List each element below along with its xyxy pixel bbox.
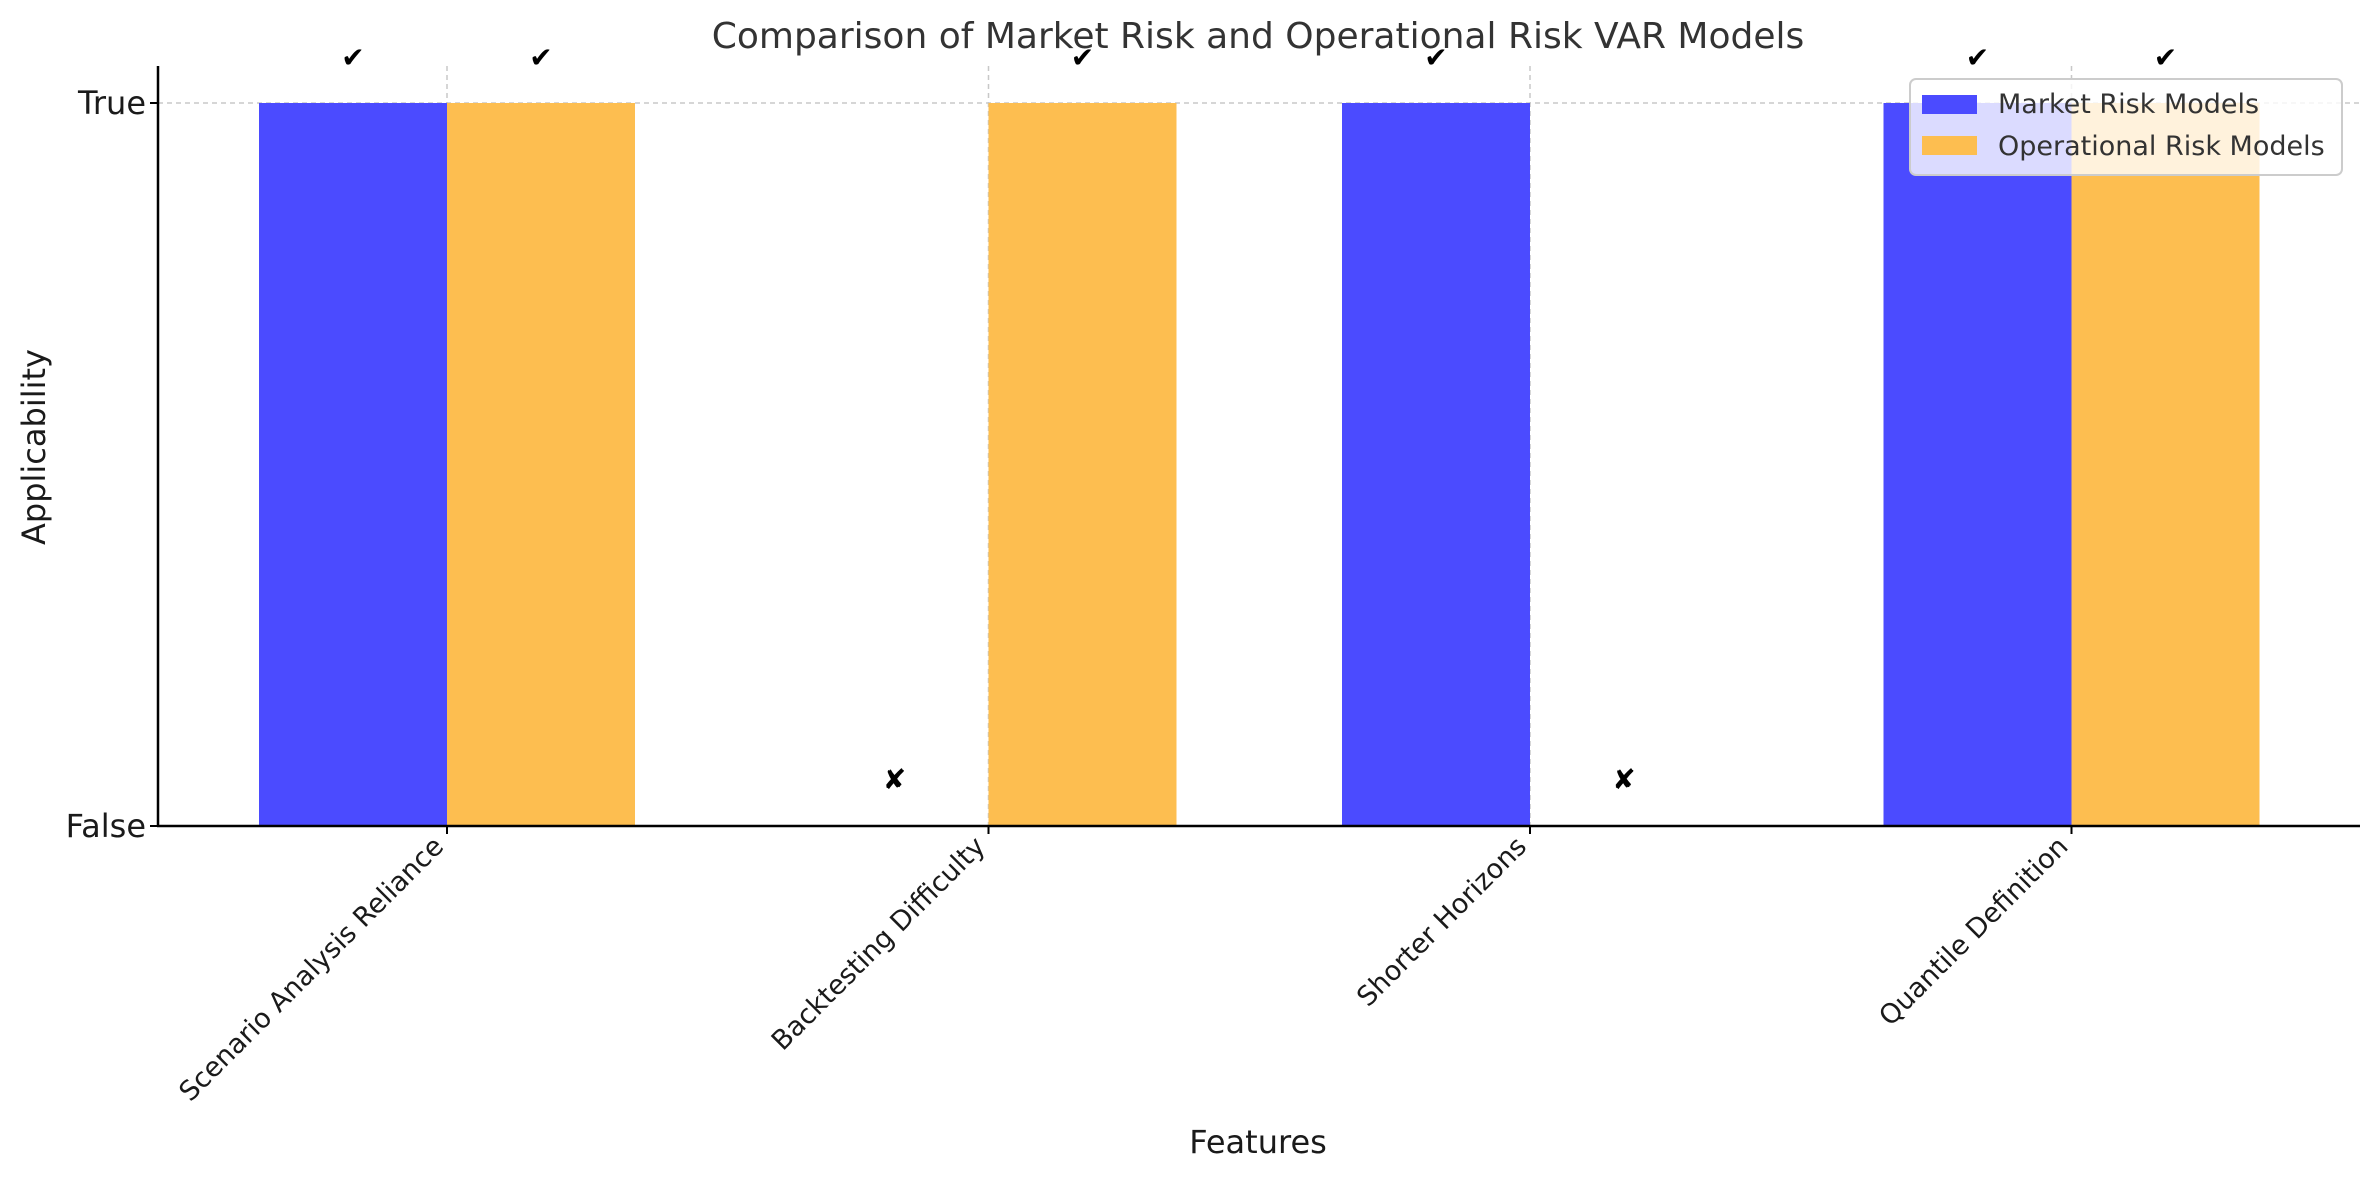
data-marks-layer: ✔ ✔ ✘ ✔ ✔ ✘ ✔ ✔ (341, 41, 2177, 796)
data-mark-market-risk-models-backtesting-difficulty: ✘ (883, 763, 906, 796)
bar-market-risk-models-shorter-horizons (1342, 103, 1530, 826)
bars-layer (259, 103, 2260, 826)
y-axis-label: Applicability (15, 349, 53, 545)
x-tick-label-backtesting-difficulty: Backtesting Difficulty (766, 831, 992, 1057)
bar-market-risk-models-quantile-definition (1883, 103, 2072, 826)
x-axis-label: Features (1189, 1123, 1327, 1161)
x-tick-label-shorter-horizons: Shorter Horizons (1351, 831, 1533, 1013)
y-tick-label-false: False (66, 807, 146, 845)
bar-operational-risk-models-scenario-analysis-reliance (447, 103, 635, 826)
legend-swatch-operational-risk (1922, 136, 1977, 155)
legend: Market Risk Models Operational Risk Mode… (1909, 78, 2343, 176)
data-mark-market-risk-models-shorter-horizons: ✔ (1424, 41, 1447, 74)
legend-swatch-market-risk (1922, 95, 1977, 114)
data-mark-operational-risk-models-scenario-analysis-reliance: ✔ (529, 41, 552, 74)
data-mark-operational-risk-models-shorter-horizons: ✘ (1612, 763, 1635, 796)
x-tick-label-scenario-analysis-reliance: Scenario Analysis Reliance (173, 831, 450, 1108)
y-tick-label-true: True (77, 84, 146, 122)
bar-operational-risk-models-backtesting-difficulty (988, 103, 1177, 826)
data-mark-operational-risk-models-quantile-definition: ✔ (2154, 41, 2177, 74)
legend-label-operational-risk: Operational Risk Models (1998, 131, 2325, 162)
data-mark-market-risk-models-scenario-analysis-reliance: ✔ (341, 41, 364, 74)
data-mark-operational-risk-models-backtesting-difficulty: ✔ (1071, 41, 1094, 74)
legend-frame (1909, 78, 2343, 176)
chart-title: Comparison of Market Risk and Operationa… (712, 16, 1805, 57)
legend-label-market-risk: Market Risk Models (1998, 89, 2259, 120)
bar-operational-risk-models-quantile-definition (2071, 103, 2260, 826)
bar-market-risk-models-scenario-analysis-reliance (259, 103, 447, 826)
x-tick-label-quantile-definition: Quantile Definition (1873, 831, 2074, 1032)
data-mark-market-risk-models-quantile-definition: ✔ (1966, 41, 1989, 74)
